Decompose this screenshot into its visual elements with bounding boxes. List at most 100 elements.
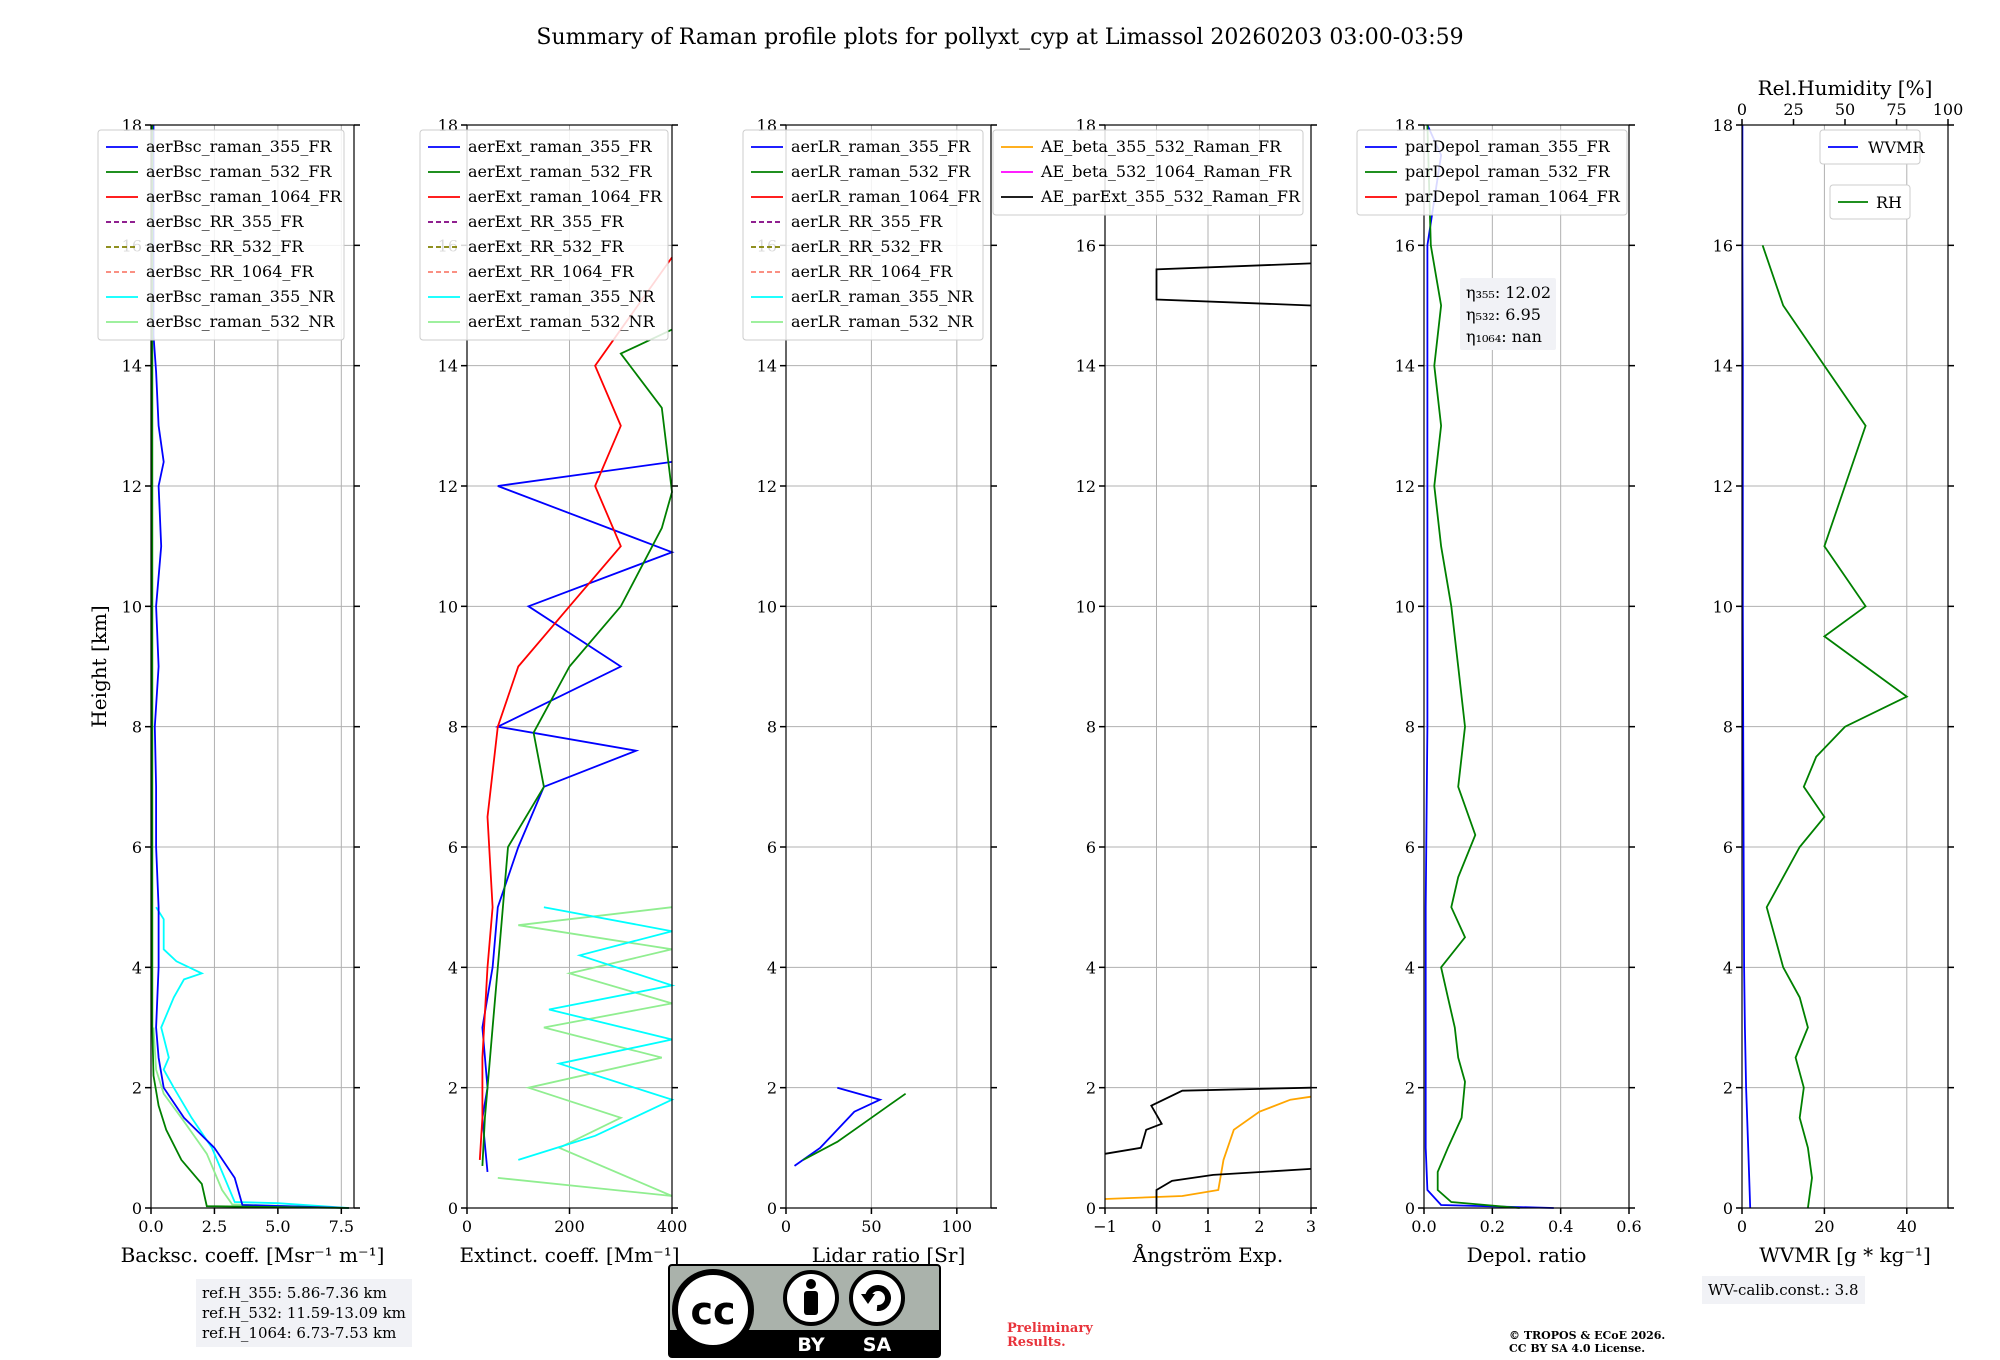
ytick-label: 16: [1076, 236, 1096, 255]
legend-ext: aerExt_raman_355_FR aerExt_raman_532_FRae…: [419, 129, 669, 341]
ytick-label: 10: [757, 597, 777, 616]
ytick-label: 0: [767, 1199, 777, 1218]
top-tick-label: 100: [1933, 100, 1964, 119]
ytick-label: 10: [122, 597, 142, 616]
xtick-label: 5.0: [265, 1217, 290, 1236]
xtick-label: 20: [1814, 1217, 1834, 1236]
x-axis-label: Ångström Exp.: [1132, 1242, 1283, 1267]
legend-label: aerLR_raman_532_NR: [791, 312, 974, 331]
legend-wv-0: WVMR: [1819, 129, 1925, 165]
legend-frame: [742, 129, 984, 341]
legend-label: aerBsc_raman_532_NR: [146, 312, 335, 331]
ytick-label: 6: [448, 838, 458, 857]
reference-height-box: ref.H_355: 5.86-7.36 km ref.H_532: 11.59…: [196, 1279, 412, 1347]
legend-frame: [992, 129, 1304, 216]
ytick-label: 6: [132, 838, 142, 857]
ytick-label: 2: [767, 1079, 777, 1098]
ytick-label: 6: [1723, 838, 1733, 857]
top-tick-label: 75: [1886, 100, 1906, 119]
ytick-label: 2: [132, 1079, 142, 1098]
legend-label: aerBsc_raman_1064_FR: [146, 187, 343, 206]
xtick-label: 1: [1203, 1217, 1213, 1236]
axes-frame: [1423, 124, 1630, 1209]
ytick-label: 14: [757, 357, 777, 376]
legend-frame: [1356, 129, 1628, 216]
legend-lr: aerLR_raman_355_FR aerLR_raman_532_FR aerL…: [742, 129, 984, 341]
ref-height-1064: ref.H_1064: 6.73-7.53 km: [202, 1324, 397, 1342]
legend-label: aerLR_raman_532_FR: [791, 162, 971, 181]
sa-arrow: [865, 1285, 891, 1312]
sa-arrow-head: [861, 1294, 875, 1304]
ytick-label: 12: [1076, 477, 1096, 496]
wv-calibration-box: WV-calib.const.: 3.8: [1702, 1276, 1865, 1304]
series-aerLR_raman_532_FR: [802, 1092, 907, 1161]
legend-label: aerLR_raman_355_FR: [791, 137, 971, 156]
ytick-label: 14: [1076, 357, 1096, 376]
xtick-label: 0: [1737, 1217, 1747, 1236]
ytick-label: 6: [1405, 838, 1415, 857]
legend-label: RH: [1876, 193, 1902, 212]
series-aerExt_raman_532_NR: [497, 906, 673, 1197]
series-AE_parExt_355_532_Raman_FR: [1155, 1168, 1312, 1208]
preliminary-notice: Preliminary Results.: [1007, 1322, 1093, 1350]
ytick-label: 0: [448, 1199, 458, 1218]
axes-frame: [1741, 124, 1949, 1209]
xtick-label: 7.5: [329, 1217, 354, 1236]
legend-label: aerBsc_RR_532_FR: [146, 237, 304, 256]
xtick-label: 0.0: [1411, 1217, 1436, 1236]
ytick-label: 4: [132, 958, 142, 977]
eta-annotation-box: [1460, 278, 1556, 350]
preliminary-line2: Results.: [1007, 1335, 1066, 1350]
xtick-label: −1: [1093, 1217, 1117, 1236]
ytick-label: 8: [1086, 718, 1096, 737]
sa-share-icon: [849, 1270, 905, 1326]
axes-frame: [150, 124, 355, 1209]
legend-label: WVMR: [1868, 138, 1925, 157]
by-person-body: [804, 1291, 818, 1315]
series-aerExt_raman_355_NR: [518, 906, 676, 1161]
xtick-label: 0: [781, 1217, 791, 1236]
axes-frame: [785, 124, 992, 1209]
x-axis-label: Backsc. coeff. [Msr⁻¹ m⁻¹]: [121, 1243, 385, 1267]
wv-calib-const: WV-calib.const.: 3.8: [1708, 1281, 1859, 1299]
eta-532: η₅₃₂: 6.95: [1466, 305, 1541, 324]
xtick-label: 0.2: [1480, 1217, 1505, 1236]
legend-label: AE_beta_355_532_Raman_FR: [1040, 137, 1282, 156]
ytick-label: 4: [1405, 958, 1415, 977]
sa-label: SA: [863, 1334, 892, 1356]
legend-label: aerExt_RR_532_FR: [468, 237, 625, 256]
series-WVMR: [1741, 125, 1752, 1209]
top-tick-label: 25: [1783, 100, 1803, 119]
legend-label: aerBsc_RR_1064_FR: [146, 262, 315, 281]
ytick-label: 2: [1405, 1079, 1415, 1098]
legend-ae: AE_beta_355_532_Raman_FR AE_beta_532_1064…: [992, 129, 1304, 216]
ytick-label: 4: [1723, 958, 1733, 977]
top-axis-label: Rel.Humidity [%]: [1758, 76, 1933, 100]
xtick-label: 200: [554, 1217, 585, 1236]
ytick-label: 4: [767, 958, 777, 977]
eta-355: η₃₅₅: 12.02: [1466, 283, 1551, 302]
eta-1064: η₁₀₆₄: nan: [1466, 327, 1542, 346]
legend-label: aerBsc_RR_355_FR: [146, 212, 304, 231]
x-axis-label: Lidar ratio [Sr]: [812, 1243, 966, 1267]
cc-icon: [672, 1269, 754, 1351]
by-person-head: [806, 1279, 816, 1289]
series-aerExt_raman_1064_FR: [478, 256, 673, 1160]
series-aerExt_raman_532_FR: [481, 328, 673, 1166]
legend-label: AE_beta_532_1064_Raman_FR: [1040, 162, 1292, 181]
legend-frame: [97, 129, 345, 341]
ytick-label: 8: [1723, 718, 1733, 737]
cc-by-sa-badge: cc BY SA: [668, 1264, 941, 1358]
ytick-label: 0: [1723, 1199, 1733, 1218]
ytick-label: 2: [1086, 1079, 1096, 1098]
ytick-label: 6: [1086, 838, 1096, 857]
x-axis-label: Extinct. coeff. [Mm⁻¹]: [459, 1243, 679, 1267]
copyright-line1: © TROPOS & ECoE 2026.: [1509, 1329, 1666, 1342]
ytick-label: 6: [767, 838, 777, 857]
ytick-label: 16: [1713, 236, 1733, 255]
legend-label: aerBsc_raman_355_FR: [146, 137, 332, 156]
legend-label: aerExt_RR_1064_FR: [468, 262, 635, 281]
legend-label: aerExt_RR_355_FR: [468, 212, 625, 231]
by-label: BY: [797, 1334, 824, 1356]
